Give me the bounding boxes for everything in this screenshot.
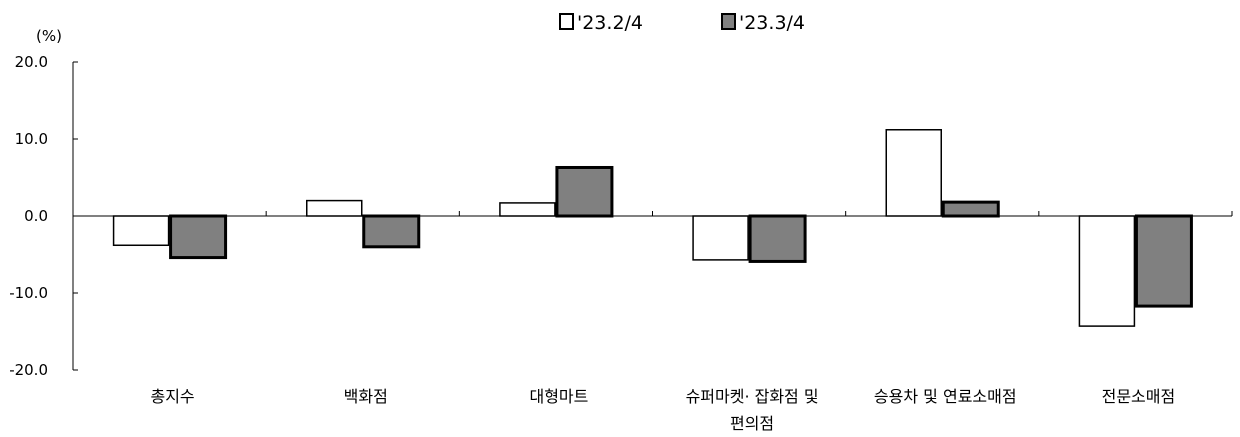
y-tick-label: 20.0 — [15, 53, 48, 71]
category-label: 슈퍼마켓· 잡화점 및 — [686, 387, 819, 406]
y-tick-labels: 20.0 10.0 0.0 -10.0 -20.0 — [9, 53, 48, 379]
category-label: 전문소매점 — [1102, 387, 1176, 406]
legend: '23.2/4 '23.3/4 — [559, 12, 805, 34]
bars — [112, 129, 1193, 327]
y-tick-label: 10.0 — [15, 130, 48, 148]
bar-series2 — [941, 200, 1000, 218]
bar-series2 — [362, 214, 421, 249]
bar-series2 — [555, 165, 614, 218]
legend-swatch — [559, 13, 574, 30]
legend-label: '23.2/4 — [577, 12, 643, 34]
bar-series1 — [499, 202, 556, 217]
category-label: 총지수 — [150, 387, 194, 406]
category-label: 편의점 — [730, 414, 774, 433]
y-tick-label: -20.0 — [9, 361, 48, 379]
bar-series1 — [885, 129, 942, 217]
y-tick-label: 0.0 — [24, 207, 48, 225]
bar-series1 — [692, 215, 749, 261]
y-axis-unit-label: (%) — [36, 27, 62, 45]
legend-label: '23.3/4 — [739, 12, 805, 34]
bar-series1 — [306, 199, 363, 217]
bar-series2 — [748, 214, 807, 263]
legend-swatch — [721, 13, 736, 30]
bar-series1 — [1078, 215, 1136, 327]
bar-series2 — [169, 214, 228, 260]
axes — [72, 61, 1233, 371]
category-label: 백화점 — [344, 387, 388, 406]
bar-series1 — [112, 215, 170, 247]
category-label: 승용차 및 연료소매점 — [874, 387, 1017, 406]
bar-series2 — [1134, 214, 1193, 308]
y-tick-label: -10.0 — [9, 284, 48, 302]
category-label: 대형마트 — [529, 387, 588, 406]
